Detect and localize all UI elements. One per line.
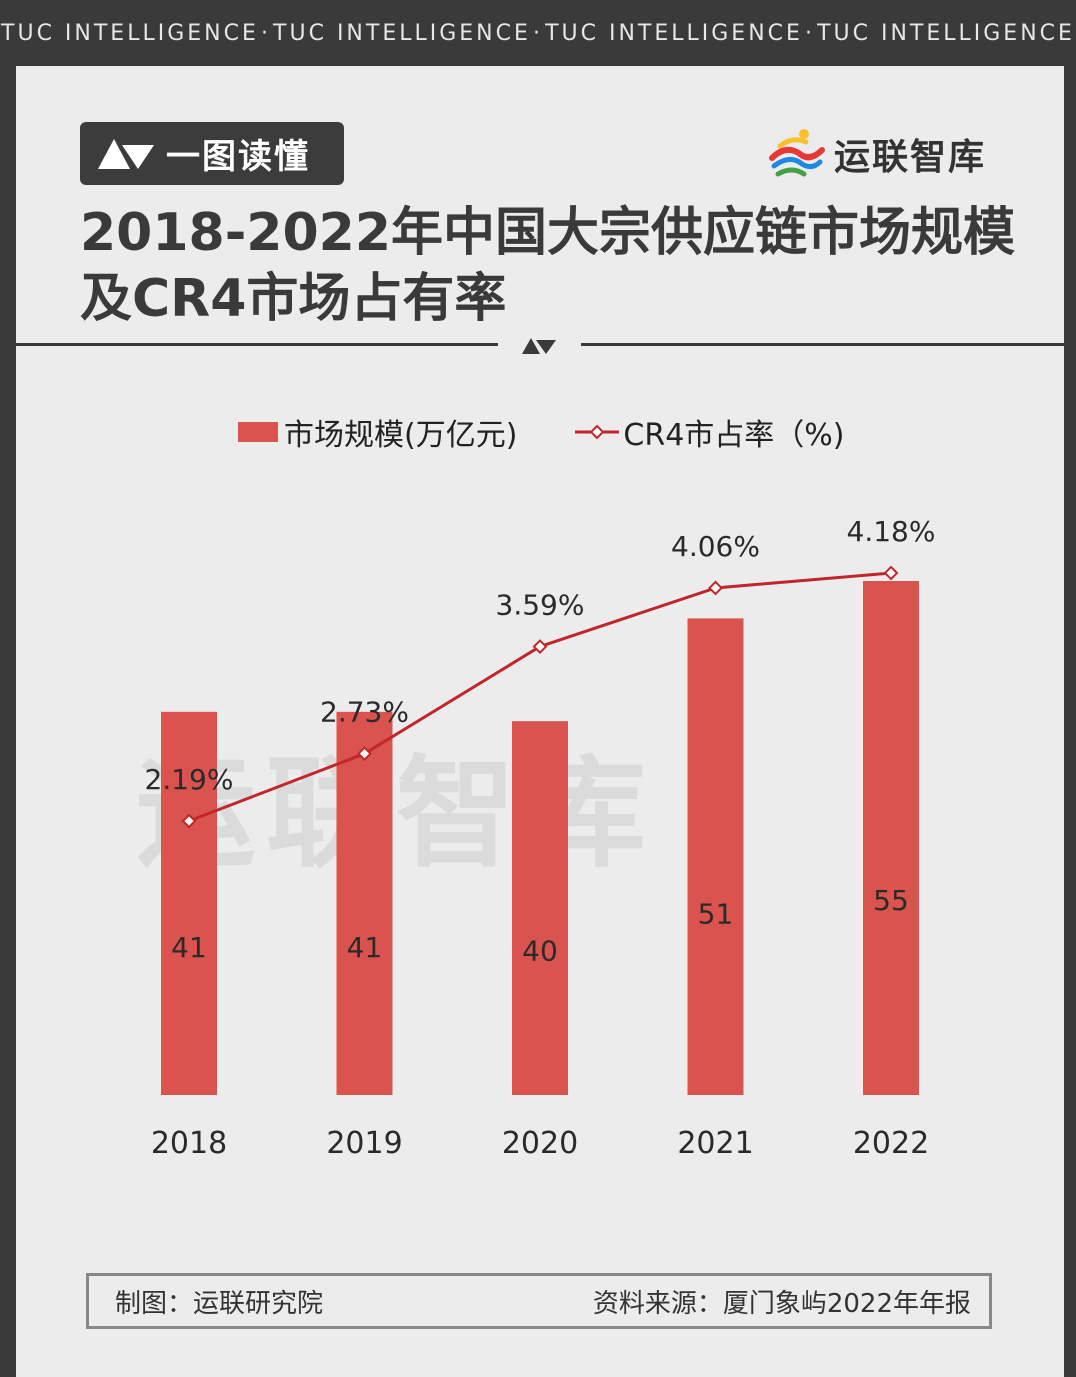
logo-triangles-icon — [98, 138, 154, 169]
banner-text: TUC INTELLIGENCE — [545, 20, 803, 46]
bar-value-label: 40 — [522, 934, 558, 967]
tag-badge: 一图读懂 — [80, 122, 344, 185]
bar-2019 — [336, 711, 393, 1095]
bar-2021 — [687, 618, 744, 1095]
x-tick-label: 2019 — [326, 1126, 402, 1161]
cr4-point-2021 — [708, 580, 723, 596]
title-line-2: 及CR4市场占有率 — [80, 269, 507, 329]
x-tick-label: 2022 — [853, 1126, 929, 1161]
cr4-point-2019 — [357, 746, 372, 762]
chart-card: 一图读懂 运联智库 2018-2022年中国大宗供应链市场规模 及CR4市场占有… — [16, 66, 1064, 1377]
x-tick-label: 2021 — [677, 1126, 753, 1161]
legend-line-label: CR4市占率（%) — [623, 418, 845, 453]
cr4-value-label: 4.18% — [847, 515, 936, 548]
banner-separator: · — [532, 20, 543, 46]
banner-separator: · — [260, 20, 271, 46]
banner-text: TUC INTELLIGENCE — [1, 20, 259, 46]
footer-source: 资料来源：厦门象屿2022年年报 — [592, 1288, 971, 1319]
legend-bar-swatch — [238, 422, 278, 442]
x-tick-label: 2020 — [502, 1126, 578, 1161]
cr4-value-label: 4.06% — [671, 530, 760, 563]
bar-value-label: 55 — [873, 884, 909, 917]
cr4-value-label: 2.19% — [145, 763, 234, 796]
footer-credit: 制图：运联研究院 — [115, 1288, 324, 1319]
cr4-point-2022 — [883, 565, 899, 581]
x-tick-label: 2018 — [151, 1126, 227, 1161]
cr4-value-label: 2.73% — [320, 696, 409, 729]
banner-separator: · — [805, 20, 815, 46]
bar-2022 — [863, 581, 919, 1095]
footer-box: 制图：运联研究院 资料来源：厦门象屿2022年年报 — [86, 1273, 992, 1329]
bar-value-label: 41 — [171, 931, 207, 964]
bar-2020 — [512, 721, 568, 1095]
bar-2018 — [161, 711, 217, 1095]
cr4-point-2018 — [181, 813, 197, 829]
brand: 运联智库 — [766, 124, 986, 184]
chart-legend: 市场规模(万亿元) CR4市占率（%) — [238, 412, 845, 453]
bar-value-label: 41 — [347, 931, 383, 964]
divider-triangles-icon — [522, 338, 556, 354]
brand-name: 运联智库 — [834, 137, 987, 178]
bar-value-label: 51 — [698, 897, 734, 930]
page-title: 2018-2022年中国大宗供应链市场规模 及CR4市场占有率 — [80, 200, 1040, 332]
divider-left — [16, 343, 498, 346]
title-line-1: 2018-2022年中国大宗供应链市场规模 — [80, 203, 1016, 263]
legend-line-swatch — [575, 424, 620, 440]
top-banner: TUC INTELLIGENCE · TUC INTELLIGENCE · TUC IN… — [0, 0, 1076, 66]
banner-text: TUC INTELLIGENCE — [817, 20, 1075, 46]
tag-label: 一图读懂 — [166, 137, 310, 177]
chart-plot: 41 2018 41 2019 40 2020 51 2021 55 2022 2.19% 2.73%… — [145, 515, 936, 1161]
divider-right — [581, 343, 1064, 346]
legend-bar-label: 市场规模(万亿元) — [284, 418, 518, 453]
cr4-point-2020 — [532, 639, 548, 654]
brand-logo-icon — [769, 129, 825, 177]
cr4-value-label: 3.59% — [496, 589, 585, 622]
banner-text: TUC INTELLIGENCE — [273, 20, 531, 46]
